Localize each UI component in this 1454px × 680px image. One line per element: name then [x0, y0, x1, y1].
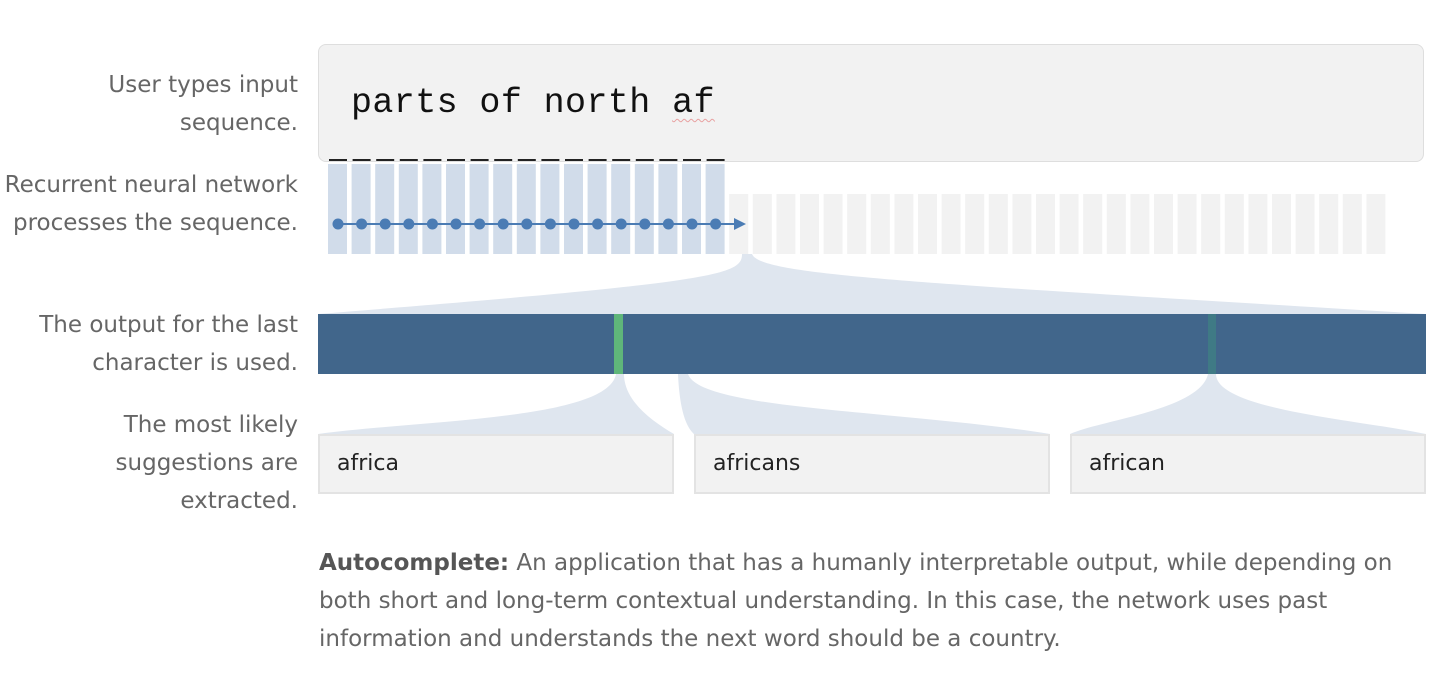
step-label-suggestions: The most likely suggestions are extracte… — [115, 412, 298, 514]
rnn-cell-active — [469, 164, 489, 254]
rnn-cell-inactive — [1059, 194, 1079, 254]
rnn-cell-active — [564, 164, 583, 254]
funnel-to-suggestion-1 — [318, 374, 674, 434]
rnn-node — [615, 218, 627, 230]
rnn-cell-inactive — [1154, 194, 1173, 254]
rnn-cell-inactive — [1177, 194, 1197, 254]
suggestion-3[interactable]: african — [1070, 434, 1426, 494]
rnn-cell-inactive — [1201, 194, 1221, 254]
rnn-cell-inactive — [1366, 194, 1386, 254]
rnn-node — [686, 218, 698, 230]
input-sequence-box[interactable]: parts of north af — [318, 44, 1424, 162]
rnn-cell-active — [611, 164, 631, 254]
rnn-cell-active — [658, 164, 678, 254]
output-highlight-africa — [614, 314, 623, 374]
rnn-cells — [328, 164, 1386, 254]
rnn-cell-inactive — [918, 194, 937, 254]
rnn-cell-active — [493, 164, 513, 254]
rnn-cell-active — [634, 164, 654, 254]
funnel-to-suggestion-3 — [1070, 374, 1426, 434]
rnn-cell-active — [682, 164, 701, 254]
step-label-rnn: Recurrent neural network processes the s… — [4, 172, 298, 236]
rnn-node — [356, 218, 368, 230]
rnn-node — [379, 218, 391, 230]
rnn-node — [497, 218, 509, 230]
rnn-node — [332, 218, 344, 230]
rnn-cell-inactive — [988, 194, 1008, 254]
funnel-to-output — [318, 254, 1426, 314]
rnn-cell-inactive — [1319, 194, 1339, 254]
rnn-node — [521, 218, 533, 230]
rnn-node — [450, 218, 462, 230]
suggestion-1[interactable]: africa — [318, 434, 674, 494]
rnn-cell-active — [375, 164, 395, 254]
rnn-cell-inactive — [800, 194, 819, 254]
input-text-main: parts of north — [351, 83, 673, 123]
input-text-flagged: af — [672, 83, 715, 123]
rnn-cell-inactive — [894, 194, 914, 254]
caption-text: An application that has a humanly interp… — [319, 550, 1393, 652]
rnn-node — [426, 218, 438, 230]
funnel-to-suggestion-2 — [678, 374, 1050, 434]
rnn-nodes — [332, 218, 722, 230]
rnn-cell-inactive — [870, 194, 890, 254]
rnn-cell-inactive — [941, 194, 961, 254]
rnn-cell-inactive — [1342, 194, 1362, 254]
rnn-cell-inactive — [1083, 194, 1103, 254]
rnn-cell-inactive — [1130, 194, 1150, 254]
rnn-cell-active — [351, 164, 371, 254]
input-sequence-text: parts of north af — [351, 81, 715, 125]
rnn-cell-inactive — [847, 194, 867, 254]
rnn-arrow-head — [734, 218, 746, 230]
rnn-cell-active — [328, 164, 347, 254]
rnn-cell-inactive — [1248, 194, 1268, 254]
rnn-cell-inactive — [1036, 194, 1055, 254]
rnn-cell-active — [705, 164, 725, 254]
rnn-node — [592, 218, 604, 230]
rnn-node — [639, 218, 651, 230]
rnn-node — [568, 218, 580, 230]
rnn-cell-inactive — [1106, 194, 1126, 254]
rnn-node — [474, 218, 486, 230]
rnn-cell-inactive — [823, 194, 843, 254]
rnn-cell-active — [446, 164, 465, 254]
suggestion-2[interactable]: africans — [694, 434, 1050, 494]
rnn-cell-inactive — [965, 194, 985, 254]
rnn-node — [662, 218, 674, 230]
step-label-input: User types input sequence. — [108, 72, 298, 136]
rnn-cell-active — [422, 164, 442, 254]
rnn-cell-inactive — [1224, 194, 1244, 254]
rnn-node — [710, 218, 722, 230]
figure-caption: Autocomplete: An application that has a … — [319, 544, 1439, 658]
rnn-cell-inactive — [752, 194, 772, 254]
rnn-cell-inactive — [1295, 194, 1315, 254]
rnn-cell-inactive — [1272, 194, 1291, 254]
rnn-node — [403, 218, 415, 230]
rnn-cell-active — [540, 164, 560, 254]
rnn-cell-active — [398, 164, 418, 254]
output-bar — [318, 314, 1426, 374]
rnn-cell-inactive — [1012, 194, 1032, 254]
rnn-cell-active — [516, 164, 536, 254]
output-highlight-african — [1208, 314, 1216, 374]
rnn-cell-active — [587, 164, 607, 254]
caption-title: Autocomplete: — [319, 550, 510, 576]
rnn-node — [544, 218, 556, 230]
rnn-cell-inactive — [776, 194, 796, 254]
step-label-output: The output for the last character is use… — [39, 312, 298, 376]
